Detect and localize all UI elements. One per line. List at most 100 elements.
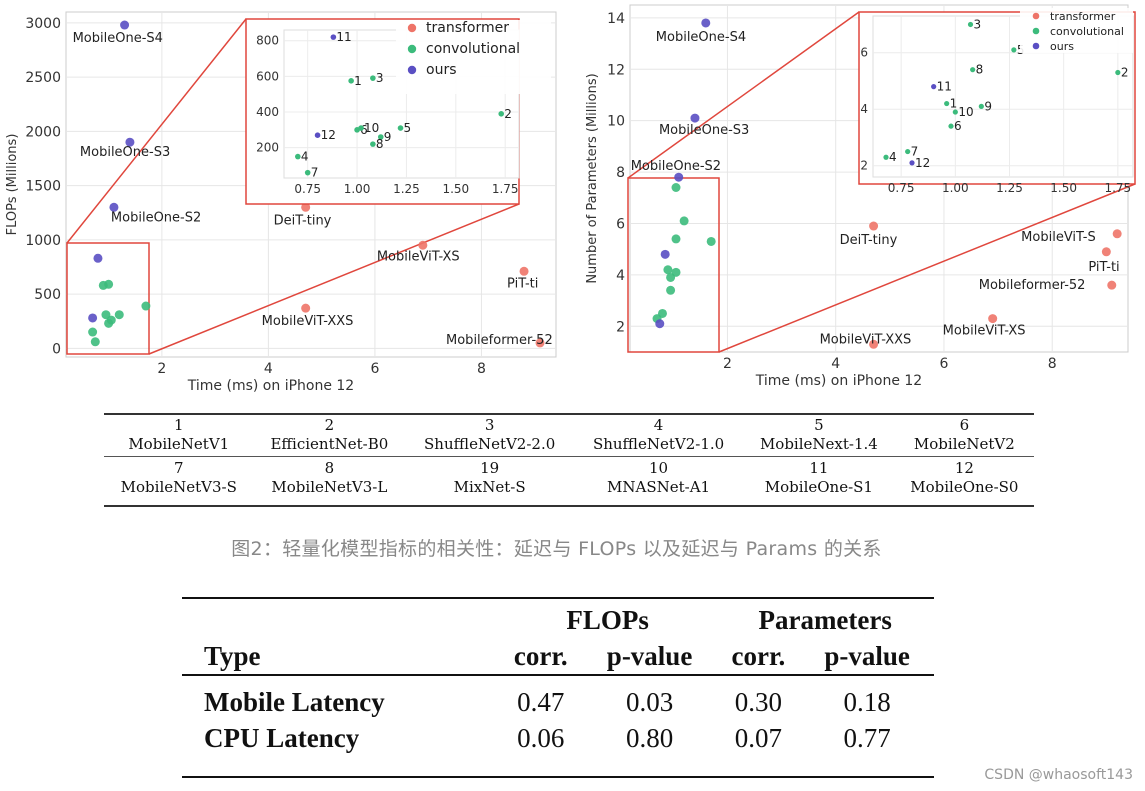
cell-value: 0.18 bbox=[843, 686, 891, 717]
corr-group-header-row: FLOPs Parameters bbox=[182, 602, 934, 638]
legend-label: transformer bbox=[1050, 10, 1116, 23]
y-tick-label: 12 bbox=[607, 62, 625, 78]
legend-label: ours bbox=[1050, 40, 1074, 53]
inset-point-label: 12 bbox=[915, 156, 930, 170]
inset-point-label: 2 bbox=[504, 107, 512, 121]
inset-data-point bbox=[370, 75, 376, 81]
x-tick-label: 4 bbox=[264, 361, 273, 377]
data-point bbox=[535, 338, 545, 348]
zoom-connector bbox=[627, 11, 860, 179]
point-label: MobileOne-S4 bbox=[73, 31, 163, 46]
table-row: CPU Latency 0.06 0.80 0.07 0.77 bbox=[182, 720, 934, 762]
inset-data-point bbox=[970, 67, 976, 73]
inset-data-point bbox=[978, 103, 984, 109]
data-point bbox=[114, 310, 124, 320]
inset-point-label: 7 bbox=[911, 145, 919, 159]
inset-point-label: 9 bbox=[384, 130, 392, 144]
legend-model-name: ShuffleNetV2-1.0 bbox=[592, 435, 725, 453]
zoom-connector bbox=[66, 18, 247, 244]
legend-marker bbox=[1032, 12, 1040, 20]
inset-data-point bbox=[314, 132, 321, 139]
inset-data-point bbox=[498, 111, 505, 117]
cell-value: 0.80 bbox=[625, 722, 674, 753]
inset-point-label: 1 bbox=[950, 97, 958, 111]
inset-data-point bbox=[348, 78, 354, 84]
watermark: CSDN @whaosoft143 bbox=[984, 767, 1133, 783]
data-point bbox=[88, 313, 98, 323]
y-tick-label: 2000 bbox=[25, 124, 61, 140]
legend-model-name: MobileNetV3-L bbox=[271, 478, 388, 496]
cell-value: 0.03 bbox=[625, 686, 674, 717]
y-tick-label: 6 bbox=[616, 216, 625, 232]
legend-model-name: MobileOne-S0 bbox=[910, 478, 1019, 496]
inset-data-point bbox=[967, 21, 974, 28]
x-tick-label: 2 bbox=[157, 361, 166, 377]
x-tick-label: 6 bbox=[370, 361, 379, 377]
inset-data-point bbox=[370, 141, 376, 147]
x-tick-label: 6 bbox=[939, 356, 948, 372]
inset-point-label: 2 bbox=[1121, 65, 1129, 79]
legend-model-name: MNASNet-A1 bbox=[607, 478, 711, 496]
legend-row-numbers-2: 7 8 19 10 11 12 bbox=[104, 456, 1034, 479]
data-point bbox=[90, 337, 100, 347]
inset-data-point bbox=[1011, 47, 1017, 53]
data-point bbox=[690, 113, 700, 123]
inset-point-label: 1 bbox=[354, 74, 362, 88]
inset-x-tick-label: 1.50 bbox=[1050, 181, 1077, 195]
inset-x-tick-label: 1.25 bbox=[996, 181, 1023, 195]
zoom-connector bbox=[718, 183, 1136, 353]
legend-num: 3 bbox=[484, 416, 495, 434]
legend-table-bottom-rule bbox=[104, 505, 1034, 507]
cell-value: 0.07 bbox=[734, 722, 782, 753]
data-point bbox=[663, 265, 673, 275]
legend-model-name: MobileNetV2 bbox=[913, 435, 1015, 453]
header-params-pvalue: p-value bbox=[824, 640, 910, 671]
inset-x-tick-label: 0.75 bbox=[294, 182, 321, 196]
y-axis-label: Number of Parameters (Millions) bbox=[585, 73, 600, 283]
y-tick-label: 0 bbox=[52, 341, 61, 357]
inset-y-tick-label: 600 bbox=[256, 69, 279, 83]
point-label: Mobileformer-52 bbox=[446, 333, 553, 348]
legend-box bbox=[396, 20, 551, 94]
data-point bbox=[674, 172, 684, 182]
inset-x-tick-label: 0.75 bbox=[888, 181, 915, 195]
x-axis-label: Time (ms) on iPhone 12 bbox=[187, 378, 354, 394]
legend-marker bbox=[1032, 42, 1040, 50]
y-tick-label: 8 bbox=[616, 165, 625, 181]
inset-data-point bbox=[931, 84, 937, 90]
inset-data-point bbox=[304, 169, 311, 176]
inset-x-tick-label: 1.00 bbox=[942, 181, 969, 195]
point-label: MobileViT-XS bbox=[377, 249, 460, 264]
inset-x-tick-label: 1.25 bbox=[393, 182, 420, 196]
data-point bbox=[655, 319, 665, 329]
header-type: Type bbox=[204, 640, 261, 671]
data-point bbox=[706, 236, 716, 246]
inset-point-label: 12 bbox=[321, 128, 336, 142]
inset-x-tick-label: 1.50 bbox=[442, 182, 469, 196]
legend-num: 11 bbox=[809, 459, 829, 477]
zoom-connector bbox=[148, 203, 520, 355]
inset-data-point bbox=[1115, 69, 1121, 76]
point-label: PiT-ti bbox=[1088, 260, 1119, 275]
inset-y-tick-label: 400 bbox=[256, 105, 279, 119]
data-point bbox=[418, 240, 428, 250]
legend-model-name: MobileNext-1.4 bbox=[759, 435, 878, 453]
data-point bbox=[141, 301, 151, 311]
legend-num: 12 bbox=[954, 459, 974, 477]
x-tick-label: 2 bbox=[723, 356, 732, 372]
legend-num: 8 bbox=[324, 459, 335, 477]
legend-model-name: MobileOne-S1 bbox=[764, 478, 873, 496]
point-label: MobileViT-XXS bbox=[820, 332, 912, 347]
data-point bbox=[701, 18, 711, 28]
group-header-flops: FLOPs bbox=[566, 604, 649, 635]
data-point bbox=[671, 182, 681, 192]
legend-label: ours bbox=[426, 62, 457, 78]
y-tick-label: 14 bbox=[607, 11, 625, 27]
inset-data-point bbox=[377, 134, 384, 140]
data-point bbox=[660, 249, 670, 259]
inset-point-label: 8 bbox=[976, 63, 984, 77]
point-label: MobileOne-S2 bbox=[111, 210, 201, 225]
data-point bbox=[1101, 247, 1111, 257]
inset-point-label: 9 bbox=[984, 99, 992, 113]
